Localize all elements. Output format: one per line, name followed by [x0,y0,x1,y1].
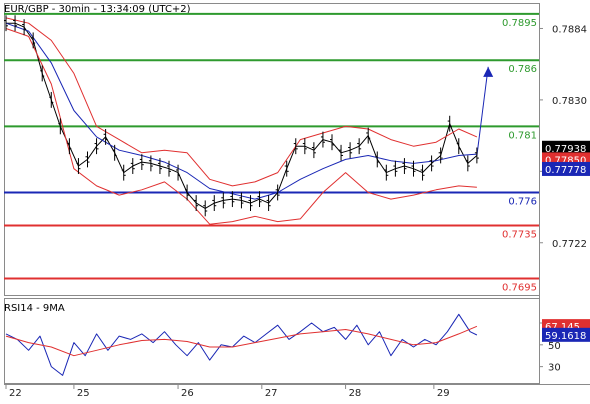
rsi-series-group [5,313,478,376]
time-tick-labels: 22 25 26 27 28 29 [5,384,450,399]
price-tag-box-2 [542,161,590,176]
forecast-arrow-head [483,66,494,77]
time-tick-label-3: 27 [265,388,278,399]
price-tag-label-0: 0.77938 [545,144,586,155]
price-tick-label-1: 0.7830 [552,96,587,107]
level-label-4: 0.7735 [502,230,537,241]
rsi-panel-border [4,298,540,384]
time-tick-label-1: 25 [77,388,90,399]
rsi-ma-line [5,325,478,357]
time-tick-label-0: 22 [9,388,22,399]
price-candles [4,15,479,217]
time-tick-label-5: 29 [437,388,450,399]
horizontal-levels: 0.7895 0.786 0.781 0.776 0.7735 0.7695 [4,12,539,293]
level-label-5: 0.7695 [502,282,537,293]
rsi-tag-label-0: 67.145 [545,322,580,333]
moving-average-line [5,22,477,200]
level-label-0: 0.7895 [502,18,537,29]
price-tag-label-1: 0.77850 [545,155,586,166]
rsi-tick-label-2: 30 [548,363,561,374]
price-tick-label-0: 0.7884 [552,24,587,35]
level-label-2: 0.781 [508,130,537,141]
main-chart-title: EUR/GBP - 30min - 13:34:09 (UTC+2) [4,4,191,15]
rsi-tick-label-1: 50 [548,341,561,352]
rsi-panel-title: RSI14 - 9MA [4,303,65,314]
price-tag-box-0 [542,140,590,155]
time-tick-label-2: 26 [181,388,194,399]
time-tick-label-4: 28 [349,388,362,399]
price-tick-label-3: 0.7722 [552,239,587,250]
rsi-tag-box-1 [542,327,590,342]
level-label-3: 0.776 [508,196,537,207]
forecast-line [476,66,489,156]
price-line [6,22,478,209]
rsi-tag-label-1: 59.1618 [545,331,586,342]
level-label-1: 0.786 [508,64,537,75]
rsi-line [5,313,478,376]
bollinger-lower-line [5,28,477,225]
forecast-arrow [483,66,494,77]
price-tag-label-2: 0.77778 [545,165,586,176]
bollinger-upper-line [5,17,478,187]
